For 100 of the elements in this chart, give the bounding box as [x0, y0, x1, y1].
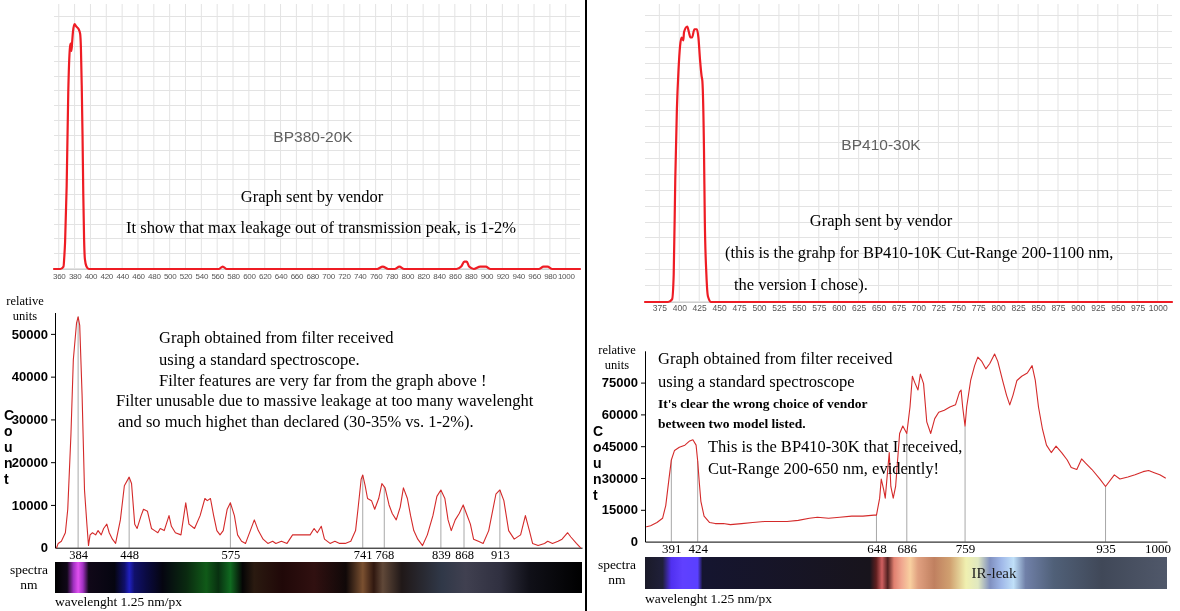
- y-tick-label: 15000: [601, 502, 638, 518]
- x-tick-label: 680: [306, 271, 320, 281]
- x-tick-label: 475: [732, 303, 747, 314]
- x-tick-label: 940: [512, 271, 526, 281]
- annotation: between two model listed.: [658, 416, 806, 431]
- x-tick-label: 759: [955, 540, 976, 556]
- x-tick-label: 380: [68, 271, 83, 281]
- x-axis-title: wavelenght 1.25 nm/px: [645, 591, 773, 606]
- x-tick-label: 480: [148, 271, 162, 281]
- x-tick-label: 768: [375, 547, 395, 562]
- annotation: BP410-30K: [841, 136, 922, 153]
- x-tick-label: 868: [455, 547, 474, 562]
- x-tick-label: 800: [991, 303, 1007, 314]
- text: relative units: [598, 343, 637, 372]
- x-tick-label: 420: [100, 271, 114, 281]
- annotation: Graph sent by vendor: [240, 187, 384, 206]
- x-tick-label: 425: [692, 303, 708, 314]
- x-tick-label: 750: [951, 303, 967, 314]
- x-tick-label: 741: [353, 547, 373, 562]
- x-tick-label: 600: [243, 271, 257, 281]
- x-tick-label: 913: [491, 547, 510, 562]
- x-tick-label: 384: [69, 547, 89, 562]
- x-tick-label: 820: [417, 271, 431, 281]
- annotation: It's clear the wrong choice of vendor: [658, 396, 868, 411]
- x-tick-label: 375: [652, 303, 668, 314]
- x-tick-label: 525: [772, 303, 787, 314]
- x-tick-label: 760: [369, 271, 384, 281]
- x-tick-label: 648: [867, 540, 887, 556]
- x-tick-label: 700: [322, 271, 336, 281]
- x-tick-label: 825: [1011, 303, 1026, 314]
- x-tick-label: 800: [401, 271, 415, 281]
- annotation: Graph obtained from filter received: [658, 349, 894, 368]
- x-tick-label: 686: [897, 540, 918, 556]
- x-axis-title: wavelenght 1.25 nm/px: [55, 594, 183, 609]
- y-tick-label: 40000: [11, 369, 48, 385]
- text: IR-leak: [971, 565, 1017, 581]
- x-tick-label: 839: [432, 547, 451, 562]
- x-tick-label: 625: [852, 303, 867, 314]
- annotation: Filter features are very far from the graph above !: [159, 371, 487, 390]
- x-tick-label: 975: [1131, 303, 1146, 314]
- annotation: Graph sent by vendor: [809, 211, 953, 230]
- x-tick-label: 600: [832, 303, 847, 314]
- x-tick-label: 360: [53, 271, 67, 281]
- x-tick-label: 850: [1031, 303, 1046, 314]
- x-tick-label: 740: [354, 271, 368, 281]
- x-tick-label: 780: [385, 271, 400, 281]
- x-tick-label: 400: [84, 271, 99, 281]
- y-tick-label: 60000: [601, 407, 638, 423]
- annotation: the version I chose).: [734, 275, 868, 294]
- y-axis-title: Count: [593, 423, 604, 503]
- text: spectra nm: [9, 562, 49, 592]
- x-tick-label: 675: [891, 303, 907, 314]
- y-tick-label: 50000: [11, 326, 48, 342]
- y-tick-label: 0: [630, 534, 638, 550]
- text: relative units: [6, 294, 45, 323]
- x-tick-label: 725: [931, 303, 947, 314]
- x-tick-label: 640: [274, 271, 289, 281]
- annotation: using a standard spectroscope.: [159, 350, 360, 369]
- y-tick-label: 75000: [601, 375, 638, 391]
- x-tick-label: 720: [338, 271, 352, 281]
- annotation: and so much highet than declared (30-35% vs. 1-2%).: [118, 412, 474, 431]
- x-tick-label: 391: [662, 540, 682, 556]
- x-tick-label: 400: [672, 303, 688, 314]
- x-tick-label: 1000: [1148, 303, 1168, 314]
- y-tick-label: 45000: [601, 438, 638, 454]
- x-tick-label: 424: [688, 540, 709, 556]
- x-tick-label: 960: [528, 271, 542, 281]
- x-tick-label: 540: [195, 271, 209, 281]
- x-tick-label: 620: [258, 271, 273, 281]
- x-tick-label: 650: [872, 303, 887, 314]
- x-tick-label: 575: [812, 303, 827, 314]
- line-series: [56, 316, 581, 549]
- x-tick-label: 775: [971, 303, 987, 314]
- x-tick-label: 700: [911, 303, 927, 314]
- x-tick-label: 860: [449, 271, 463, 281]
- x-tick-label: 575: [221, 547, 241, 562]
- x-tick-label: 580: [227, 271, 241, 281]
- annotation: Filter unusable due to massive leakage at too many wavelenght: [116, 391, 534, 410]
- x-tick-label: 560: [211, 271, 225, 281]
- x-tick-label: 660: [290, 271, 304, 281]
- x-tick-label: 935: [1096, 540, 1116, 556]
- x-tick-label: 920: [496, 271, 510, 281]
- x-tick-label: 1000: [557, 271, 576, 281]
- x-tick-label: 840: [433, 271, 447, 281]
- annotation: Graph obtained from filter received: [159, 328, 395, 347]
- annotation: using a standard spectroscope: [658, 372, 855, 391]
- x-tick-label: 900: [480, 271, 495, 281]
- y-tick-label: 0: [40, 540, 48, 556]
- text: spectra nm: [597, 557, 637, 587]
- annotation: BP380-20K: [273, 128, 354, 145]
- x-tick-label: 1000: [1144, 540, 1171, 556]
- x-tick-label: 440: [116, 271, 130, 281]
- x-tick-label: 875: [1051, 303, 1066, 314]
- x-tick-label: 925: [1091, 303, 1106, 314]
- x-tick-label: 450: [712, 303, 728, 314]
- annotation: Cut-Range 200-650 nm, evidently!: [708, 459, 939, 478]
- x-tick-label: 460: [132, 271, 146, 281]
- x-tick-label: 448: [120, 547, 140, 562]
- annotation: This is the BP410-30K that I received,: [708, 437, 963, 456]
- x-tick-label: 980: [544, 271, 558, 281]
